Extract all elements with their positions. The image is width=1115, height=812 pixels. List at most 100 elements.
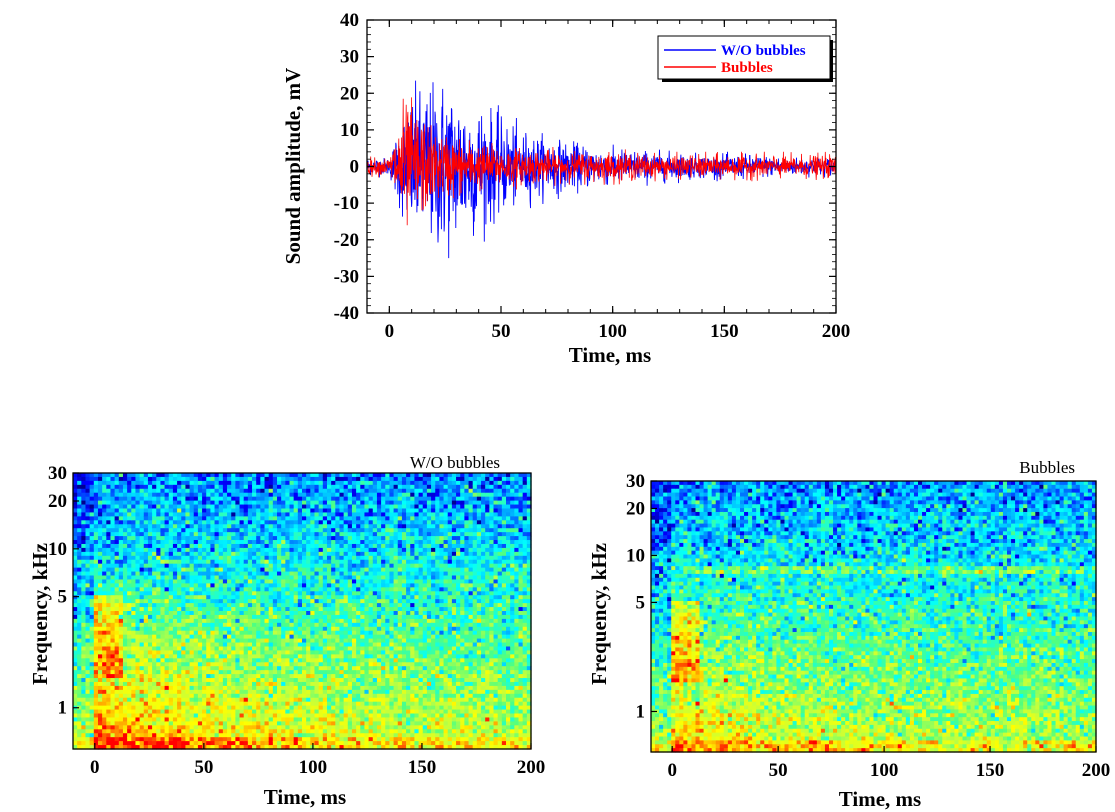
- spectrogram-cell: [239, 638, 245, 644]
- spectrogram-cell: [326, 492, 332, 498]
- spectrogram-cell: [314, 630, 320, 636]
- spectrogram-cell: [93, 650, 99, 655]
- spectrogram-cell: [135, 540, 141, 545]
- spectrogram-cell: [243, 500, 249, 506]
- spectrogram-cell: [114, 504, 120, 510]
- spectrogram-cell: [326, 717, 332, 722]
- spectrogram-cell: [247, 697, 253, 703]
- spectrogram-cell: [326, 520, 332, 525]
- spectrogram-cell: [210, 622, 216, 628]
- spectrogram-cell: [302, 512, 307, 517]
- spectrogram-cell: [185, 480, 191, 486]
- spectrogram-cell: [131, 681, 137, 687]
- spectrogram-cell: [214, 697, 220, 703]
- spectrogram-cell: [227, 512, 232, 517]
- spectrogram-cell: [302, 630, 307, 636]
- spectrogram-cell: [177, 540, 182, 545]
- spectrogram-cell: [264, 721, 270, 726]
- spectrogram-cell: [197, 685, 203, 691]
- spectrogram-cell: [218, 745, 224, 750]
- spectrogram-cell: [318, 528, 324, 533]
- spectrogram-cell: [81, 583, 87, 588]
- spectrogram-cell: [339, 717, 345, 722]
- spectrogram-cell: [147, 721, 153, 726]
- spectrogram-cell: [164, 540, 170, 545]
- spectrogram-cell: [197, 729, 203, 734]
- spectrogram-cell: [339, 666, 345, 671]
- spectrogram-cell: [181, 618, 187, 624]
- spectrogram-cell: [314, 532, 320, 537]
- spectrogram-cell: [114, 678, 120, 683]
- spectrogram-cell: [252, 642, 257, 648]
- spectrogram-cell: [152, 583, 157, 588]
- spectrogram-cell: [164, 532, 170, 537]
- spectrogram-cell: [277, 670, 282, 675]
- spectrogram-cell: [222, 717, 228, 722]
- spectrogram-cell: [222, 634, 228, 640]
- spectrogram-cell: [239, 646, 245, 652]
- spectrogram-cell: [160, 524, 166, 529]
- spectrogram-cell: [152, 473, 157, 478]
- spectrogram-cell: [147, 579, 153, 584]
- spectrogram-cell: [168, 705, 174, 711]
- spectrogram-cell: [143, 622, 149, 628]
- spectrogram-cell: [93, 634, 99, 640]
- spectrogram-cell: [143, 571, 149, 577]
- spectrogram-cell: [227, 681, 232, 687]
- spectrogram-cell: [302, 670, 307, 675]
- spectrogram-cell: [297, 721, 303, 726]
- spectrogram-cell: [114, 685, 120, 691]
- spectrogram-cell: [139, 674, 145, 679]
- spectrogram-cell: [322, 508, 328, 514]
- spectrogram-cell: [339, 725, 345, 730]
- spectrogram-cell: [181, 713, 187, 719]
- spectrogram-cell: [89, 674, 95, 679]
- spectrogram-cell: [189, 670, 195, 675]
- spectrogram-cell: [272, 737, 278, 742]
- spectrogram-cell: [97, 674, 103, 679]
- spectrogram-cell: [256, 516, 261, 521]
- spectrogram-cell: [331, 737, 336, 742]
- spectrogram-cell: [243, 678, 249, 683]
- spectrogram-cell: [239, 488, 245, 494]
- spectrogram-cell: [131, 579, 137, 584]
- spectrogram-cell: [264, 626, 270, 632]
- spectrogram-cell: [326, 705, 332, 711]
- spectrogram-cell: [189, 630, 195, 636]
- spectrogram-cell: [289, 603, 295, 608]
- spectrogram-cell: [227, 583, 232, 588]
- spectrogram-cell: [110, 658, 116, 663]
- spectrogram-cell: [177, 583, 182, 588]
- spectrogram-cell: [243, 575, 249, 581]
- spectrogram-cell: [235, 611, 241, 616]
- spectrogram-cell: [218, 575, 224, 581]
- spectrogram-cell: [85, 622, 91, 628]
- spectrogram-cell: [252, 709, 257, 715]
- spectrogram-cell: [193, 516, 199, 521]
- spectrogram-cell: [227, 516, 232, 521]
- spectrogram-cell: [343, 611, 349, 616]
- spectrogram-cell: [85, 646, 91, 652]
- legend-box: [657, 35, 831, 80]
- spectrogram-cell: [189, 650, 195, 655]
- spectrogram-cell: [260, 654, 266, 659]
- spectrogram-cell: [93, 516, 99, 521]
- spectrogram-cell: [168, 697, 174, 703]
- spectrogram-cell: [281, 638, 286, 644]
- spectrogram-cell: [256, 737, 261, 742]
- spectrogram-cell: [118, 579, 124, 584]
- spectrogram-cell: [193, 536, 199, 541]
- spectrogram-cell: [131, 496, 137, 502]
- spectrogram-cell: [256, 709, 261, 715]
- spectrogram-cell: [281, 622, 286, 628]
- spectrogram-cell: [247, 721, 253, 726]
- spectrogram-cell: [77, 555, 82, 561]
- spectrogram-cell: [239, 480, 245, 486]
- spectrogram-cell: [260, 697, 266, 703]
- spectrogram-cell: [243, 697, 249, 703]
- spectrogram-cell: [264, 595, 270, 600]
- spectrogram-cell: [268, 733, 274, 738]
- spectrogram-cell: [197, 488, 203, 494]
- spectrogram-cell: [247, 603, 253, 608]
- spectrogram-cell: [231, 492, 236, 498]
